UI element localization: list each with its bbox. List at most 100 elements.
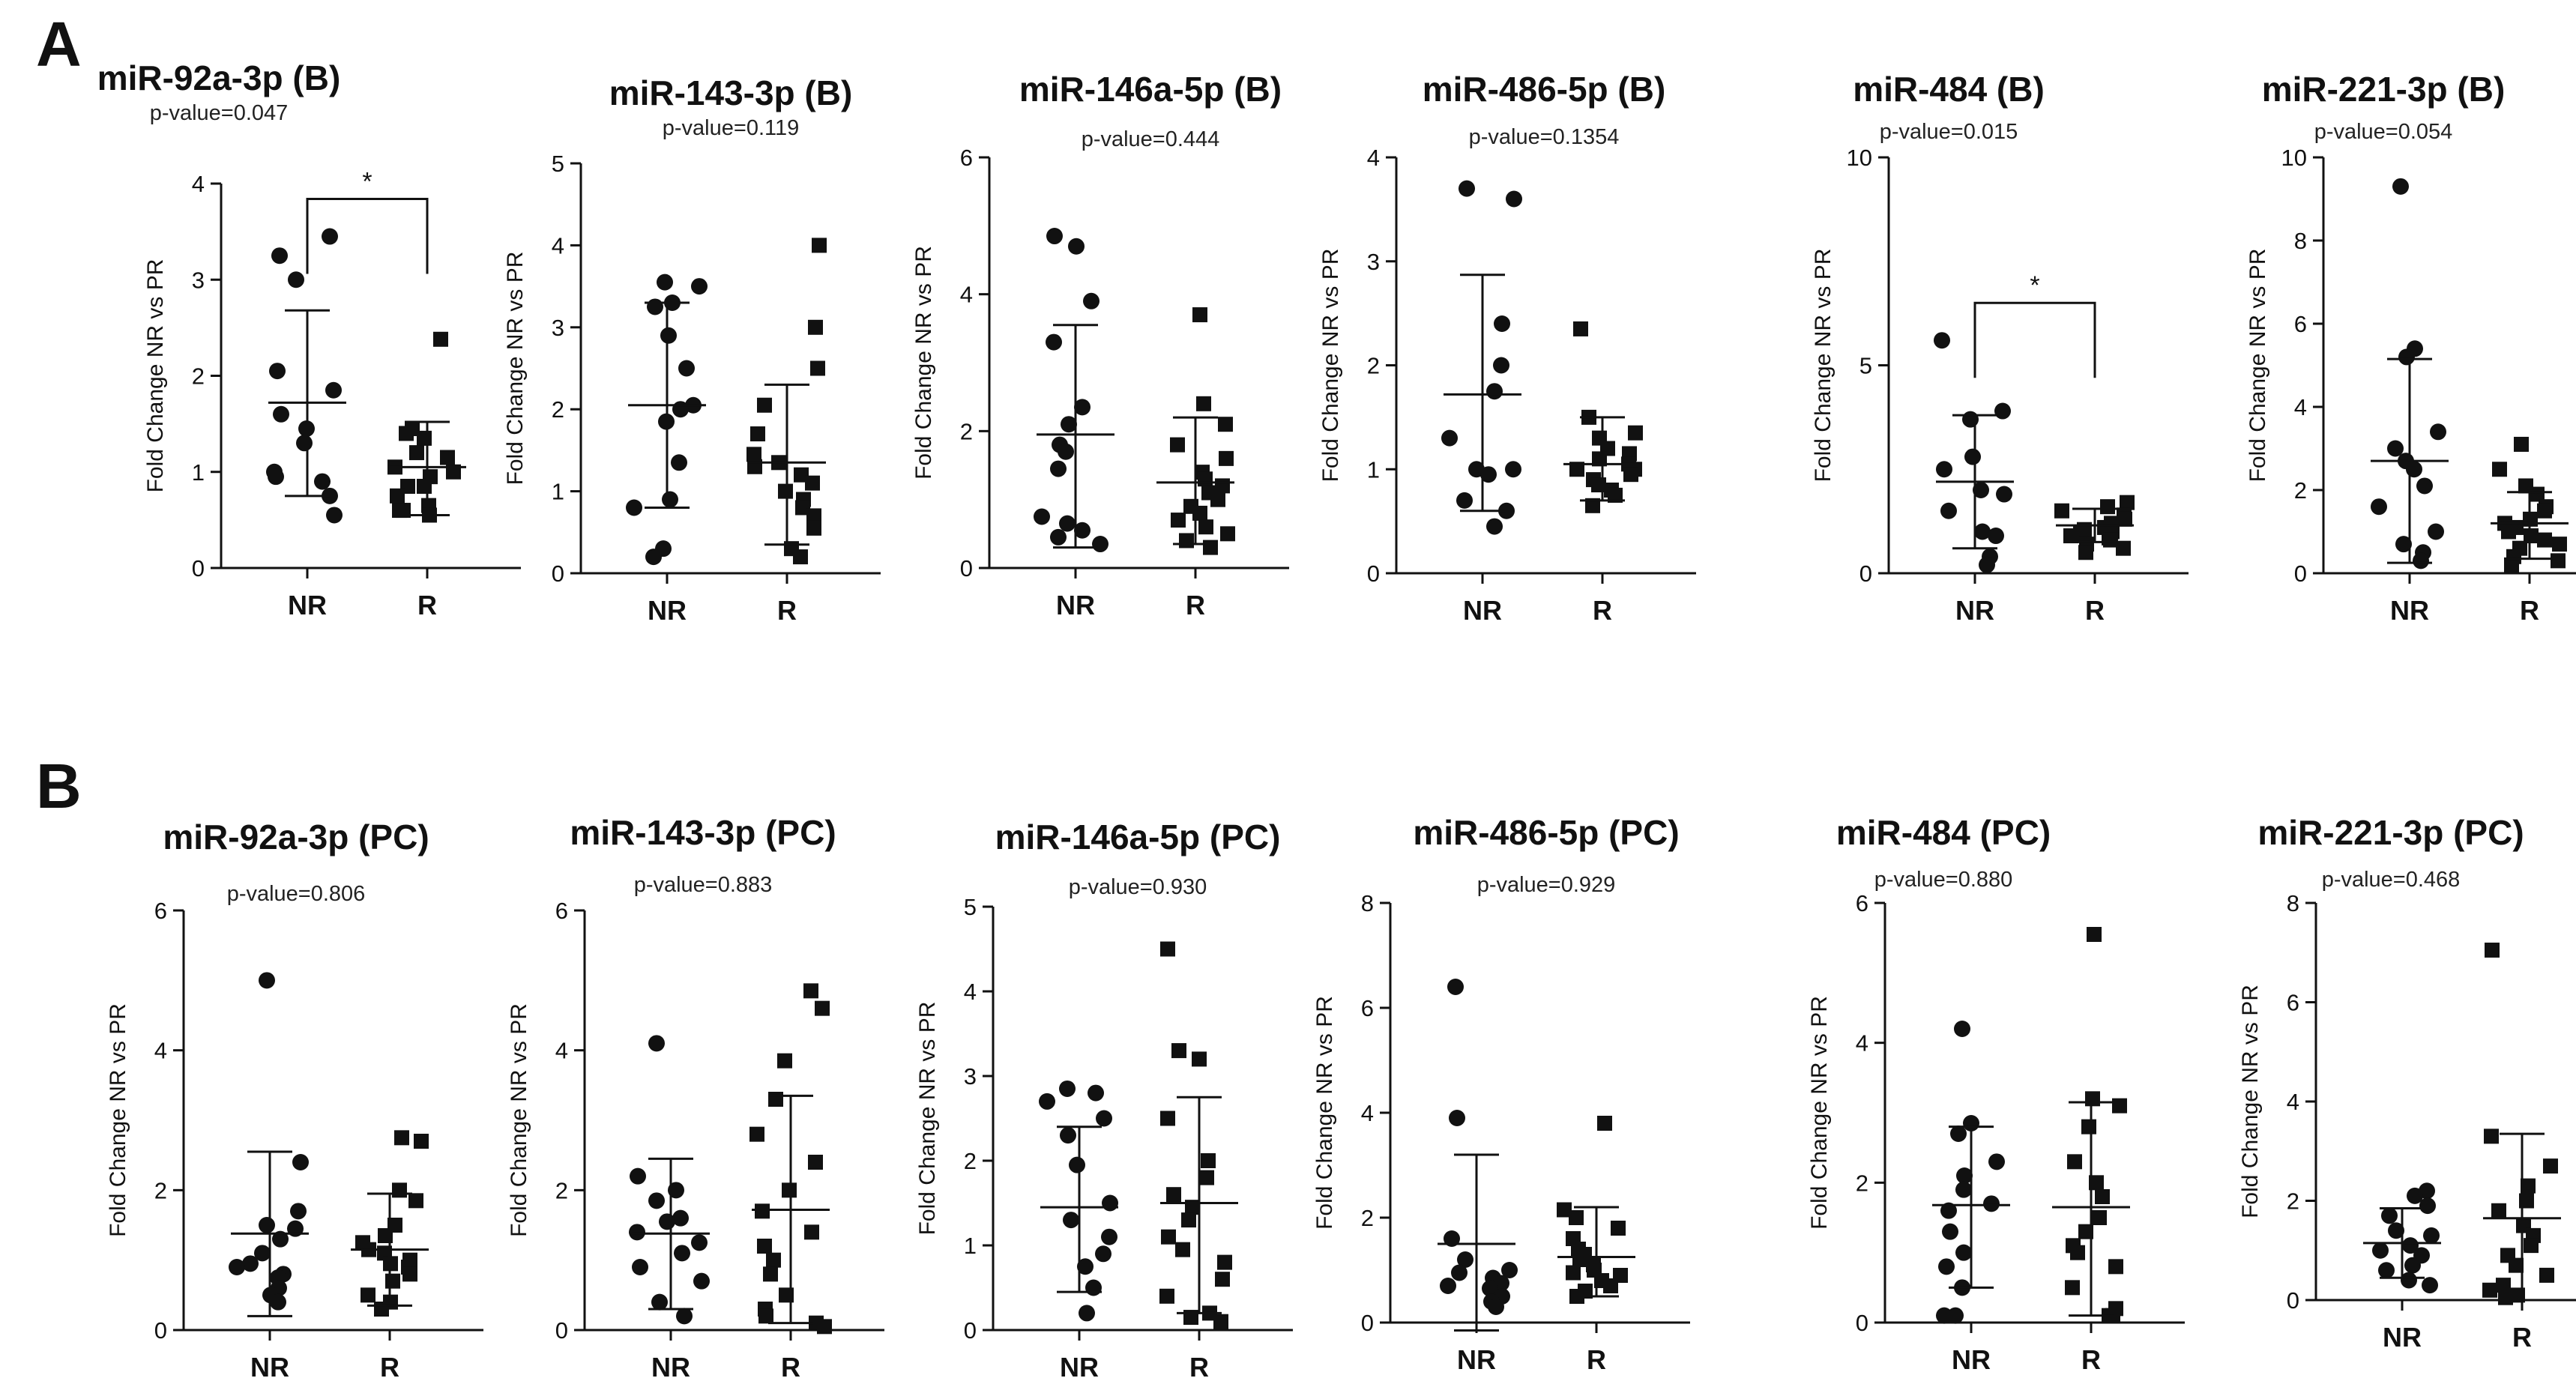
nr-data-point (632, 1259, 648, 1275)
significance-star: * (2030, 271, 2039, 300)
nr-data-point (314, 473, 331, 490)
r-data-point (793, 549, 808, 565)
chart-1: miR-92a-3p (B) p-value=0.047 0 1 2 3 4 Fold Cha… (97, 58, 521, 620)
r-data-point (2120, 495, 2135, 510)
r-data-point (2492, 462, 2507, 477)
nr-data-point (674, 1245, 690, 1262)
nr-data-point (676, 1308, 693, 1325)
p-value-label: p-value=0.054 (2314, 120, 2453, 144)
r-data-point (808, 319, 823, 335)
y-tick-label: 2 (1361, 1205, 1374, 1231)
nr-data-point (2387, 440, 2404, 457)
x-tick-label: NR (1955, 595, 1994, 626)
nr-data-point (2430, 423, 2446, 441)
nr-data-point (645, 549, 662, 566)
nr-data-point (242, 1255, 259, 1272)
r-data-point (1160, 941, 1175, 957)
r-data-point (2067, 1154, 2082, 1170)
nr-data-point (2398, 348, 2415, 366)
nr-data-point (2419, 1197, 2436, 1215)
r-data-point (1572, 1252, 1587, 1267)
nr-data-point (1074, 399, 1091, 416)
chart-6: miR-221-3p (B) p-value=0.054 0 2 4 6 8 10 Fold C… (2245, 70, 2576, 626)
nr-data-point (648, 1035, 665, 1052)
x-tick-label: R (1593, 595, 1612, 626)
r-data-point (763, 1266, 778, 1282)
nr-data-point (1482, 1280, 1498, 1297)
nr-data-point (259, 1217, 275, 1233)
y-tick-label: 0 (1361, 1310, 1374, 1336)
nr-data-point (1058, 443, 1074, 460)
nr-data-point (1101, 1228, 1117, 1245)
nr-data-point (1950, 1125, 1967, 1142)
chart-title: miR-486-5p (B) (1423, 70, 1666, 109)
p-value-label: p-value=0.1354 (1469, 125, 1620, 149)
r-data-point (1199, 1170, 1214, 1185)
y-tick-label: 4 (1361, 1100, 1374, 1126)
chart-title: miR-143-3p (PC) (570, 813, 836, 852)
nr-data-point (1964, 448, 1981, 465)
r-data-point (2108, 1259, 2123, 1275)
nr-data-point (288, 271, 304, 288)
x-tick-label: R (2512, 1322, 2532, 1353)
p-value-label: p-value=0.047 (150, 101, 289, 125)
r-data-point (2063, 528, 2078, 544)
p-value-label: p-value=0.806 (227, 882, 366, 906)
y-tick-label: 2 (964, 1148, 977, 1174)
y-axis-label: Fold Change NR vs PR (1807, 996, 1832, 1230)
r-data-point (804, 1224, 819, 1240)
y-tick-label: 5 (1859, 353, 1872, 379)
chart-title: miR-486-5p (PC) (1413, 813, 1679, 852)
nr-data-point (270, 1293, 286, 1311)
r-data-point (408, 1193, 423, 1209)
nr-data-point (1940, 1202, 1957, 1219)
x-tick-label: NR (1457, 1344, 1496, 1375)
r-data-point (757, 1239, 772, 1254)
r-data-point (2078, 1224, 2093, 1239)
chart-4: miR-486-5p (B) p-value=0.1354 0 1 2 3 4 Fold Ch… (1318, 70, 1696, 626)
r-data-point (2116, 540, 2131, 556)
y-axis-label: Fold Change NR vs PR (503, 252, 528, 486)
r-data-point (417, 430, 432, 446)
x-tick-label: NR (2383, 1322, 2422, 1353)
r-data-point (2509, 1257, 2524, 1273)
r-data-point (749, 1126, 764, 1142)
y-tick-label: 4 (964, 979, 977, 1005)
x-tick-label: R (2520, 595, 2539, 626)
r-data-point (1569, 1210, 1584, 1225)
nr-data-point (1441, 429, 1458, 447)
nr-data-point (290, 1203, 307, 1220)
nr-data-point (1096, 1110, 1112, 1127)
nr-data-point (1934, 332, 1950, 349)
nr-data-point (1074, 522, 1091, 539)
nr-data-point (672, 401, 689, 418)
r-data-point (2484, 1128, 2499, 1144)
nr-data-point (1088, 1084, 1104, 1102)
r-data-point (1557, 1202, 1572, 1218)
nr-data-point (292, 1154, 309, 1170)
p-value-label: p-value=0.883 (634, 873, 773, 897)
r-data-point (2087, 927, 2102, 942)
nr-data-point (1988, 1153, 2005, 1170)
r-data-point (806, 508, 821, 524)
r-data-point (2081, 1119, 2096, 1134)
y-tick-label: 2 (2294, 477, 2307, 504)
nr-data-point (1050, 460, 1067, 477)
chart-title: miR-92a-3p (B) (97, 58, 341, 97)
y-tick-label: 2 (1367, 353, 1380, 379)
r-data-point (2078, 545, 2093, 560)
nr-data-point (1962, 411, 1979, 428)
r-data-point (1171, 1043, 1186, 1059)
r-data-point (1203, 540, 1218, 555)
r-data-point (750, 426, 765, 442)
nr-data-point (325, 381, 342, 399)
nr-data-point (1955, 1244, 1972, 1261)
y-axis-label: Fold Change NR vs PR (2245, 249, 2270, 483)
r-data-point (1628, 425, 1643, 441)
y-tick-label: 0 (960, 555, 973, 581)
nr-data-point (1936, 461, 1952, 478)
p-value-label: p-value=0.929 (1477, 873, 1616, 897)
r-data-point (1597, 1116, 1612, 1131)
y-tick-label: 2 (960, 418, 973, 444)
nr-data-point (296, 435, 313, 452)
